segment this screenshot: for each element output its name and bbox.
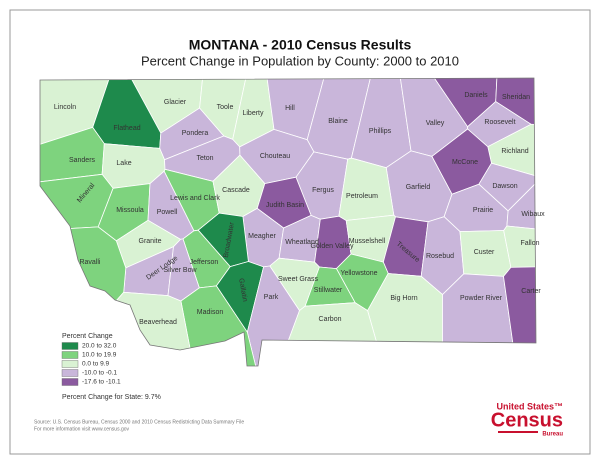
county-label: Silver Bow: [163, 267, 197, 274]
legend-title: Percent Change: [62, 333, 113, 340]
legend-swatch: [61, 342, 79, 350]
county-label: Meagher: [248, 233, 276, 240]
county-label: Daniels: [464, 92, 488, 99]
county-label: Cascade: [222, 187, 250, 194]
county-label: Liberty: [242, 110, 264, 117]
county-label: Granite: [139, 238, 162, 245]
state-note: Percent Change for State: 9.7%: [62, 394, 161, 401]
county-label: Big Horn: [390, 295, 417, 302]
source-line: For more information visit www.census.go…: [34, 426, 130, 432]
county-label: Beaverhead: [139, 319, 177, 326]
county: [338, 157, 395, 221]
subtitle: Percent Change in Population by County: …: [141, 53, 459, 68]
county-label: Prairie: [473, 207, 493, 214]
legend-label: -10.0 to -0.1: [82, 370, 117, 377]
county: [503, 225, 536, 268]
county-label: Fallon: [520, 240, 539, 247]
county-label: Ravalli: [79, 259, 100, 266]
county-label: Sheridan: [502, 94, 530, 101]
county-label: Phillips: [369, 128, 392, 135]
county-label: Madison: [197, 309, 224, 316]
county-label: Powder River: [460, 295, 503, 302]
county: [506, 174, 536, 231]
county-label: Lewis and Clark: [170, 195, 220, 202]
legend-swatch: [61, 378, 79, 386]
county-label: Pondera: [182, 130, 209, 137]
county-label: Glacier: [164, 99, 187, 106]
logo-word: Census: [491, 409, 563, 431]
county-label: Chouteau: [260, 153, 290, 160]
county-label: Hill: [285, 105, 295, 112]
state-outline: [39, 77, 537, 367]
logo-line: United States™: [496, 401, 563, 411]
county-label: Golden Valley: [310, 243, 354, 250]
county-label: Lake: [116, 160, 131, 167]
county-label: Carter: [521, 288, 541, 295]
county-label: Valley: [426, 120, 445, 127]
county-label: Richland: [501, 148, 528, 155]
county-label: Fergus: [312, 187, 334, 194]
county-label: Toole: [217, 104, 234, 111]
county-label: Judith Basin: [266, 202, 304, 209]
county-label: McCone: [452, 159, 478, 166]
title: MONTANA - 2010 Census Results: [189, 37, 412, 53]
legend-label: -17.6 to -10.1: [82, 379, 121, 386]
county-label: Yellowstone: [340, 270, 377, 277]
county-label: Gallatin: [237, 278, 248, 303]
source-line: Source: U.S. Census Bureau, Census 2000 …: [34, 419, 244, 425]
county-label: Custer: [474, 249, 495, 256]
legend-label: 20.0 to 32.0: [82, 343, 117, 350]
county-label: Powell: [157, 209, 178, 216]
county-label: Wheatland: [285, 239, 319, 246]
legend-label: 0.0 to 9.9: [82, 361, 109, 368]
county-label: Missoula: [116, 207, 144, 214]
legend: 20.0 to 32.0 10.0 to 19.9 0.0 to 9.9 -10.0 …: [61, 342, 121, 386]
county-label: Flathead: [113, 125, 140, 132]
county-label: Roosevelt: [484, 119, 515, 126]
county-label: Teton: [196, 155, 213, 162]
county-label: Park: [264, 294, 279, 301]
county-label: Blaine: [328, 118, 348, 125]
county-label: Stillwater: [314, 287, 343, 294]
legend-swatch: [61, 351, 79, 359]
logo-line: Bureau: [542, 432, 563, 438]
county-label: Petroleum: [346, 193, 378, 200]
county-label: Dawson: [492, 183, 517, 190]
legend-swatch: [61, 369, 79, 377]
legend-label: 10.0 to 19.9: [82, 352, 117, 359]
county-label: Lincoln: [54, 104, 76, 111]
county-label: Musselshell: [349, 238, 386, 245]
county-label: Jefferson: [190, 259, 219, 266]
county-label: Sweet Grass: [278, 276, 319, 283]
county-label: Rosebud: [426, 253, 454, 260]
county-label: Carbon: [319, 316, 342, 323]
legend-swatch: [61, 360, 79, 368]
county-label: Wibaux: [521, 211, 545, 218]
county-label: Sanders: [69, 157, 96, 164]
county-label: Garfield: [406, 184, 431, 191]
county: [495, 78, 536, 126]
